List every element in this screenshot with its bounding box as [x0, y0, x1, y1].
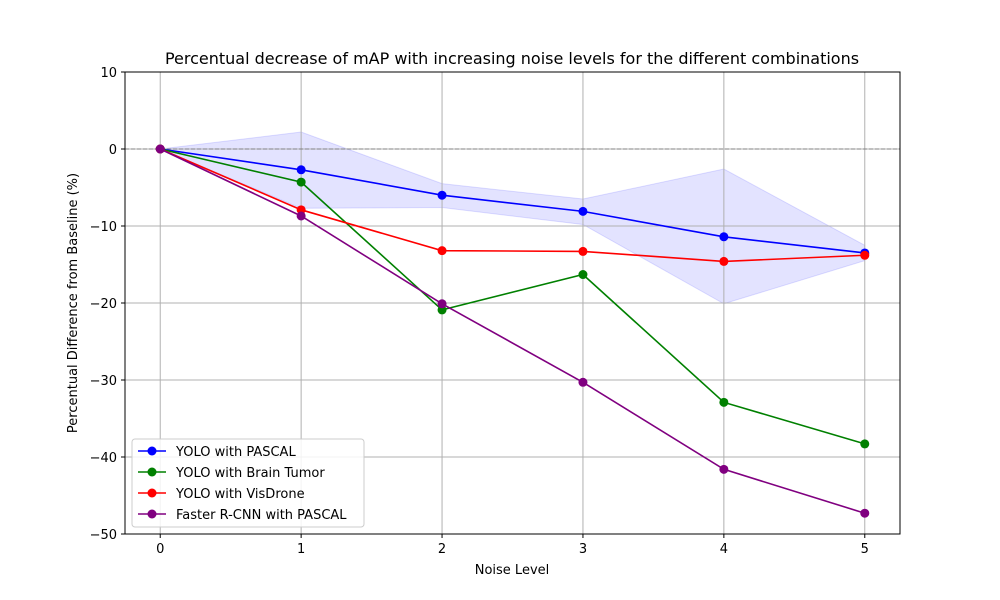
data-point	[296, 205, 306, 215]
legend-swatch-marker	[147, 488, 157, 498]
data-point	[578, 206, 588, 216]
x-tick-label: 0	[156, 542, 164, 557]
confidence-band-layer	[158, 131, 866, 305]
x-tick-label: 3	[579, 542, 587, 557]
data-point	[860, 508, 870, 518]
chart-title: Percentual decrease of mAP with increasi…	[165, 49, 859, 68]
legend: YOLO with PASCAL YOLO with Brain Tumor YOL…	[131, 438, 365, 528]
tick-layer: 0 1 2 3 4 5 10 0 −10 −20 −30 −40 −50	[90, 66, 869, 557]
x-tick-label: 2	[438, 542, 446, 557]
data-point	[155, 144, 165, 154]
y-tick-label: −30	[90, 374, 117, 389]
x-tick-label: 4	[720, 542, 728, 557]
data-point	[578, 270, 588, 280]
data-point	[719, 397, 729, 407]
legend-swatch-marker	[147, 446, 157, 456]
y-tick-label: −40	[90, 451, 117, 466]
data-point	[296, 165, 306, 175]
data-point	[860, 250, 870, 260]
y-tick-label: −50	[90, 528, 117, 543]
data-point	[578, 377, 588, 387]
x-tick-label: 1	[297, 542, 305, 557]
legend-label: YOLO with Brain Tumor	[175, 466, 325, 481]
data-point	[719, 256, 729, 266]
legend-label: YOLO with PASCAL	[175, 445, 296, 460]
y-tick-label: 10	[100, 66, 117, 81]
data-point	[860, 439, 870, 449]
y-tick-label: −20	[90, 297, 117, 312]
data-point	[719, 464, 729, 474]
data-point	[296, 177, 306, 187]
series-line-3	[159, 148, 866, 514]
data-point	[437, 190, 447, 200]
legend-label: YOLO with VisDrone	[175, 487, 305, 502]
legend-swatch-marker	[147, 467, 157, 477]
legend-box	[131, 438, 365, 528]
data-point	[578, 246, 588, 256]
x-axis-title: Noise Level	[475, 563, 550, 578]
y-tick-label: −10	[90, 220, 117, 235]
data-point	[296, 211, 306, 221]
data-point	[437, 246, 447, 256]
series-layer	[155, 144, 870, 518]
legend-swatch-marker	[147, 509, 157, 519]
legend-label: Faster R-CNN with PASCAL	[176, 508, 347, 523]
series-line-1	[160, 148, 865, 445]
y-tick-label: 0	[109, 143, 117, 158]
data-point	[437, 299, 447, 309]
y-axis-title: Percentual Difference from Baseline (%)	[66, 173, 81, 433]
x-tick-label: 5	[861, 542, 869, 557]
data-point	[437, 305, 447, 315]
series-line-0	[160, 148, 865, 254]
series-line-2	[159, 148, 865, 263]
confidence-band	[158, 131, 866, 305]
data-point	[719, 232, 729, 242]
